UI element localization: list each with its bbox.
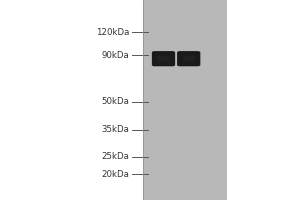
Text: 50kDa: 50kDa <box>101 97 129 106</box>
Text: 120kDa: 120kDa <box>96 28 129 37</box>
Text: 25kDa: 25kDa <box>101 152 129 161</box>
Bar <box>142 0 226 200</box>
FancyBboxPatch shape <box>152 51 175 66</box>
FancyBboxPatch shape <box>177 51 200 66</box>
FancyBboxPatch shape <box>183 55 194 62</box>
FancyBboxPatch shape <box>158 55 169 62</box>
Text: 20kDa: 20kDa <box>101 170 129 179</box>
Text: 90kDa: 90kDa <box>101 51 129 60</box>
Text: 35kDa: 35kDa <box>101 125 129 134</box>
